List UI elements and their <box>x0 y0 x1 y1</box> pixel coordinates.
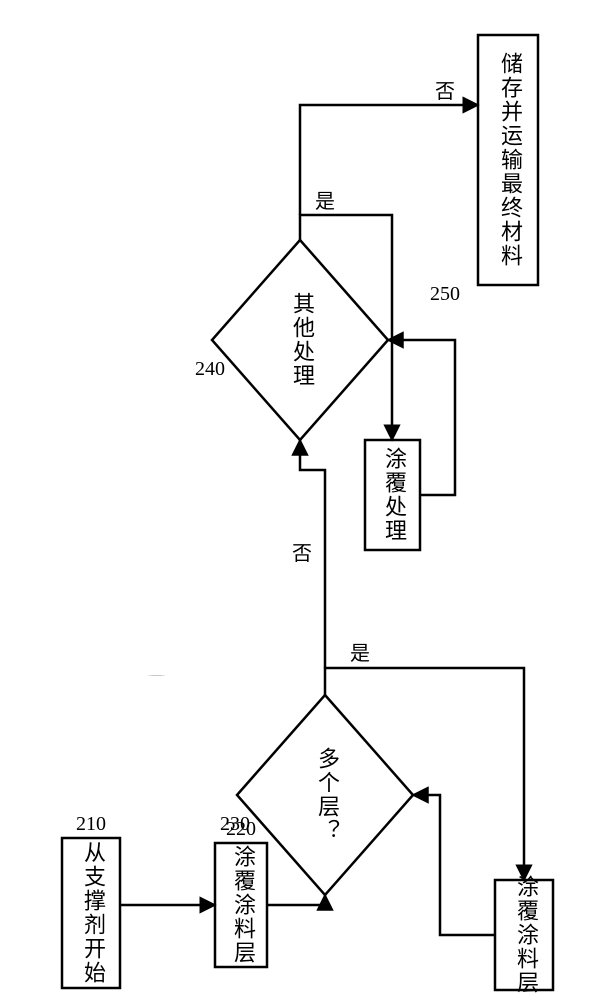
svg-text:多个层？: 多个层？ <box>315 747 340 843</box>
flowchart-edges-overlay: 从支撑剂开始 210 涂覆涂料层 220 多个层？ 230 涂覆涂料层 是 是 … <box>0 0 593 1000</box>
lbl-240-no: 否 <box>435 81 455 103</box>
svg-text:从支撑剂开始: 从支撑剂开始 <box>81 841 106 985</box>
svg-text:涂覆涂料层: 涂覆涂料层 <box>231 845 256 965</box>
lbl-230-yes-SHOW: 是 <box>350 643 370 665</box>
lbl-230-no: 否 <box>292 543 312 565</box>
svg-text:涂覆涂料层: 涂覆涂料层 <box>514 875 539 995</box>
e-240-yes <box>300 215 392 440</box>
lbl-240-yes2: 是 <box>315 191 335 213</box>
e-treat-to-240 <box>388 340 455 495</box>
svg-text:210: 210 <box>76 813 106 835</box>
svg-text:230: 230 <box>220 813 250 835</box>
